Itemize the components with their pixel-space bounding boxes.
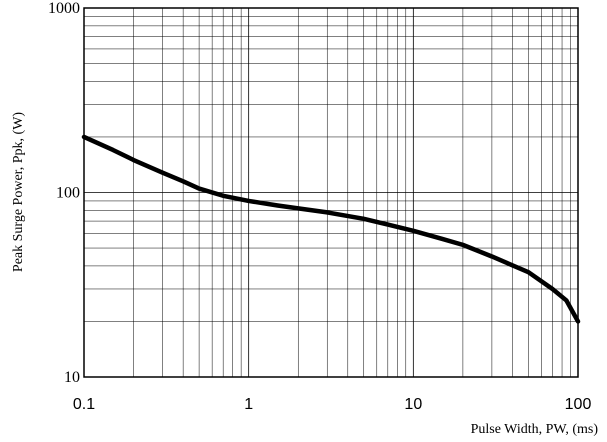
y-tick-label: 10 (64, 369, 80, 386)
series-layer (81, 134, 581, 324)
series-line (81, 134, 581, 324)
y-tick-label: 100 (56, 185, 80, 202)
x-tick-label: 1 (244, 396, 253, 413)
plot-area-frame (83, 7, 579, 378)
tick-labels: 0.1 1 10 100 10 100 1000 (48, 0, 591, 413)
x-tick-label: 0.1 (73, 396, 95, 413)
x-tick-label: 100 (565, 396, 592, 413)
x-tick-label: 10 (404, 396, 422, 413)
y-axis-title: Peak Surge Power, Ppk, (W) (11, 112, 26, 272)
x-axis-title: Pulse Width, PW, (ms) (471, 422, 599, 437)
y-tick-label: 1000 (48, 0, 80, 17)
grid-lines (83, 8, 578, 378)
